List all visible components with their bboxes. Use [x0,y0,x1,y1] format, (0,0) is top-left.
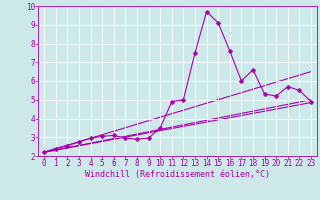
X-axis label: Windchill (Refroidissement éolien,°C): Windchill (Refroidissement éolien,°C) [85,170,270,179]
